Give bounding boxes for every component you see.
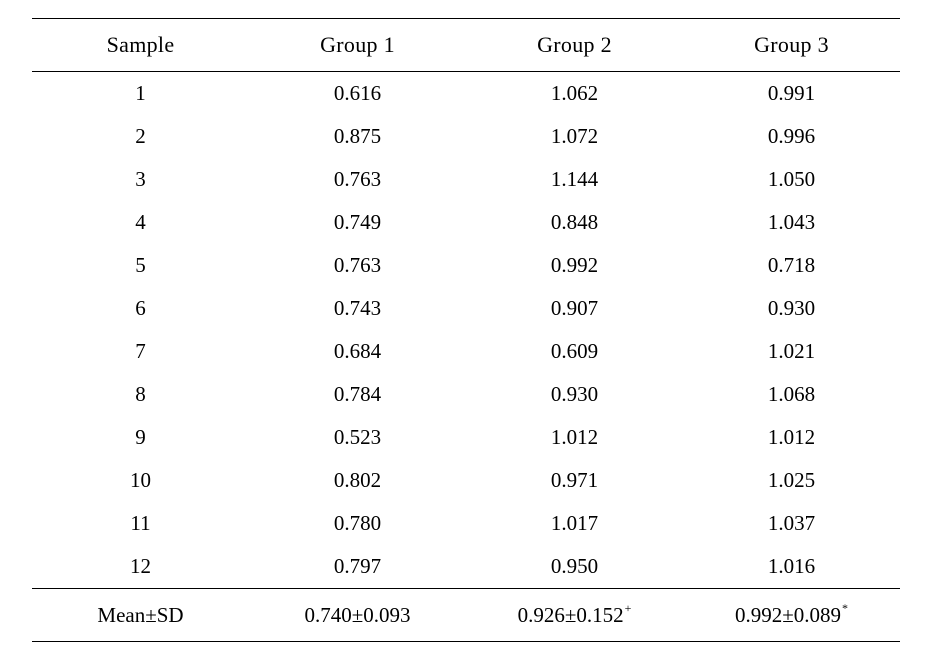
table-footer: Mean±SD 0.740±0.093 0.926±0.152+ 0.992±0… [32,589,900,642]
col-header-sample: Sample [32,19,249,72]
table-row: 20.8751.0720.996 [32,115,900,158]
table-row: 10.6161.0620.991 [32,72,900,116]
value-cell: 0.875 [249,115,466,158]
sample-cell: 1 [32,72,249,116]
value-cell: 0.609 [466,330,683,373]
summary-label: Mean±SD [32,589,249,642]
value-cell: 1.144 [466,158,683,201]
value-cell: 0.991 [683,72,900,116]
value-cell: 0.950 [466,545,683,589]
value-cell: 0.718 [683,244,900,287]
table-row: 70.6840.6091.021 [32,330,900,373]
sample-cell: 2 [32,115,249,158]
value-cell: 0.763 [249,158,466,201]
value-cell: 0.848 [466,201,683,244]
table-body: 10.6161.0620.99120.8751.0720.99630.7631.… [32,72,900,589]
value-cell: 0.784 [249,373,466,416]
value-cell: 1.062 [466,72,683,116]
sample-cell: 3 [32,158,249,201]
value-cell: 0.996 [683,115,900,158]
table-row: 30.7631.1441.050 [32,158,900,201]
sample-cell: 7 [32,330,249,373]
table-row: 90.5231.0121.012 [32,416,900,459]
value-cell: 1.012 [466,416,683,459]
table-row: 110.7801.0171.037 [32,502,900,545]
summary-group2-value: 0.926±0.152 [518,603,624,627]
summary-row: Mean±SD 0.740±0.093 0.926±0.152+ 0.992±0… [32,589,900,642]
summary-group3-value: 0.992±0.089 [735,603,841,627]
header-row: Sample Group 1 Group 2 Group 3 [32,19,900,72]
summary-group3-superscript: * [841,601,848,615]
table-row: 40.7490.8481.043 [32,201,900,244]
summary-group2-superscript: + [624,601,632,615]
value-cell: 0.743 [249,287,466,330]
table-header: Sample Group 1 Group 2 Group 3 [32,19,900,72]
summary-group2: 0.926±0.152+ [466,589,683,642]
value-cell: 0.749 [249,201,466,244]
data-table: Sample Group 1 Group 2 Group 3 10.6161.0… [32,18,900,642]
value-cell: 1.043 [683,201,900,244]
value-cell: 0.930 [683,287,900,330]
table-row: 50.7630.9920.718 [32,244,900,287]
value-cell: 0.971 [466,459,683,502]
value-cell: 0.802 [249,459,466,502]
sample-cell: 8 [32,373,249,416]
table-row: 100.8020.9711.025 [32,459,900,502]
col-header-group1: Group 1 [249,19,466,72]
value-cell: 0.797 [249,545,466,589]
sample-cell: 12 [32,545,249,589]
table-row: 120.7970.9501.016 [32,545,900,589]
sample-cell: 6 [32,287,249,330]
col-header-group2: Group 2 [466,19,683,72]
value-cell: 0.907 [466,287,683,330]
col-header-group3: Group 3 [683,19,900,72]
value-cell: 1.025 [683,459,900,502]
value-cell: 0.992 [466,244,683,287]
sample-cell: 10 [32,459,249,502]
value-cell: 1.072 [466,115,683,158]
value-cell: 0.780 [249,502,466,545]
sample-cell: 5 [32,244,249,287]
summary-group3: 0.992±0.089* [683,589,900,642]
table-row: 80.7840.9301.068 [32,373,900,416]
value-cell: 1.016 [683,545,900,589]
sample-cell: 11 [32,502,249,545]
value-cell: 0.616 [249,72,466,116]
value-cell: 0.684 [249,330,466,373]
table-container: Sample Group 1 Group 2 Group 3 10.6161.0… [0,0,932,647]
value-cell: 1.037 [683,502,900,545]
sample-cell: 4 [32,201,249,244]
value-cell: 1.050 [683,158,900,201]
value-cell: 0.930 [466,373,683,416]
value-cell: 1.021 [683,330,900,373]
value-cell: 0.763 [249,244,466,287]
sample-cell: 9 [32,416,249,459]
summary-group1: 0.740±0.093 [249,589,466,642]
value-cell: 1.068 [683,373,900,416]
table-row: 60.7430.9070.930 [32,287,900,330]
value-cell: 0.523 [249,416,466,459]
value-cell: 1.017 [466,502,683,545]
value-cell: 1.012 [683,416,900,459]
